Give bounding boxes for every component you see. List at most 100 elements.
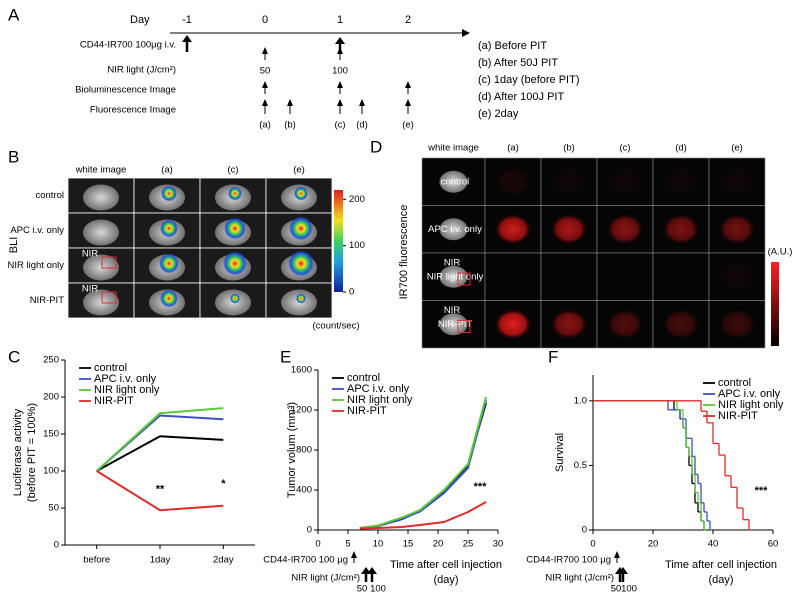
x-tick-label: 60 xyxy=(768,539,779,550)
image-cell xyxy=(652,252,710,301)
signal xyxy=(719,166,755,197)
image-cell xyxy=(596,252,654,301)
mouse xyxy=(439,170,468,193)
row-label: NIR light only xyxy=(427,271,484,282)
y-tick-label: 250 xyxy=(43,355,59,366)
dose-label: 50 xyxy=(611,584,622,593)
day-tick-label: -1 xyxy=(182,14,192,26)
column-header: (c) xyxy=(227,165,238,176)
x-tick-label: 20 xyxy=(648,539,659,550)
signal xyxy=(228,186,242,201)
annotation: *** xyxy=(474,481,488,493)
colorbar-unit: (A.U.) xyxy=(768,247,793,258)
column-header: (b) xyxy=(563,143,575,154)
arrow-head xyxy=(262,81,268,88)
schedule-label: CD44-IR700 100 µg xyxy=(263,555,348,566)
column-header: white image xyxy=(427,143,479,154)
arrow-head xyxy=(367,567,377,574)
day-tick-label: 2 xyxy=(405,14,411,26)
legend-text: control xyxy=(94,362,127,374)
column-header: (a) xyxy=(161,165,173,176)
dose-label: 100 xyxy=(370,584,386,593)
arrow-head xyxy=(262,47,268,54)
day-tick-label: 1 xyxy=(337,14,343,26)
series-line xyxy=(359,396,487,529)
arrow-head xyxy=(182,35,192,42)
image-label: (b) xyxy=(284,120,296,131)
day-label: Day xyxy=(130,14,150,26)
annotation: *** xyxy=(755,485,769,497)
signal xyxy=(551,166,587,197)
x-tick-label: 20 xyxy=(433,539,444,550)
x-axis-label: (day) xyxy=(433,574,458,586)
y-axis-label: Tumor volum (mm³) xyxy=(286,402,298,498)
day-tick-label: 0 xyxy=(262,14,268,26)
row-label: NIR-PIT xyxy=(438,319,473,330)
y-tick-label: 1.0 xyxy=(574,395,587,406)
colorbar-tick-label: 200 xyxy=(349,194,365,205)
legend-text: NIR-PIT xyxy=(94,395,134,407)
signal xyxy=(289,216,313,241)
schedule-label: NIR light (J/cm²) xyxy=(545,573,614,584)
signal xyxy=(551,309,587,340)
row-label: APC i.v. only xyxy=(428,224,482,235)
region-label: NIR xyxy=(82,284,99,295)
x-tick-label: 5 xyxy=(345,539,350,550)
y-tick-label: 0 xyxy=(54,540,59,551)
row-label: control xyxy=(441,176,470,187)
x-tick-label: 0 xyxy=(315,539,320,550)
arrow-head xyxy=(618,567,628,574)
legend-text: NIR light only xyxy=(718,399,784,411)
mouse xyxy=(439,218,468,241)
arrow-head xyxy=(359,99,365,106)
legend-text: NIR-PIT xyxy=(347,405,387,417)
arrow-head xyxy=(337,99,343,106)
legend-text: (d) After 100J PIT xyxy=(478,91,564,103)
row-label: NIR light only xyxy=(8,260,65,271)
y-tick-label: 150 xyxy=(43,429,59,440)
dose-label: 50 xyxy=(357,584,368,593)
signal xyxy=(223,251,247,276)
legend-text: APC i.v. only xyxy=(94,373,157,385)
region xyxy=(101,291,117,304)
row-label: NIR-PIT xyxy=(30,295,65,306)
side-label: IR700 fluorescence xyxy=(398,205,410,300)
y-tick-label: 1200 xyxy=(291,405,312,416)
mouse xyxy=(83,254,119,281)
panel-label: F xyxy=(548,347,558,366)
region xyxy=(101,256,117,269)
signal xyxy=(551,214,587,245)
series-line xyxy=(96,435,224,472)
arrow-head xyxy=(337,81,343,88)
column-header: (d) xyxy=(675,143,687,154)
region xyxy=(457,320,471,333)
signal xyxy=(230,293,240,304)
dose-label: 100 xyxy=(621,584,637,593)
row-label: NIR light (J/cm²) xyxy=(107,65,176,76)
image-cell xyxy=(540,252,598,301)
dose-label: 50 xyxy=(260,66,271,77)
side-label: BLI xyxy=(8,237,20,254)
colorbar xyxy=(771,262,779,346)
x-tick-label: 1day xyxy=(150,555,171,566)
legend-text: (c) 1day (before PIT) xyxy=(478,74,579,86)
legend-text: NIR light only xyxy=(347,394,413,406)
y-tick-label: 0 xyxy=(307,525,312,536)
signal xyxy=(719,309,755,340)
series-line xyxy=(95,407,224,472)
image-label: (d) xyxy=(356,120,368,131)
signal xyxy=(719,261,755,292)
column-header: (e) xyxy=(731,143,743,154)
signal xyxy=(294,186,308,201)
schedule-label: CD44-IR700 100 µg xyxy=(526,555,611,566)
image-cell xyxy=(484,252,542,301)
colorbar-tick-label: 100 xyxy=(349,240,365,251)
x-tick-label: 2day xyxy=(213,555,234,566)
legend-text: (a) Before PIT xyxy=(478,40,547,52)
y-tick-label: 0.5 xyxy=(574,460,587,471)
signal xyxy=(160,219,178,238)
y-tick-label: 50 xyxy=(48,503,59,514)
y-tick-label: 800 xyxy=(296,445,312,456)
series-line xyxy=(359,501,487,530)
legend-text: (e) 2day xyxy=(478,108,519,120)
